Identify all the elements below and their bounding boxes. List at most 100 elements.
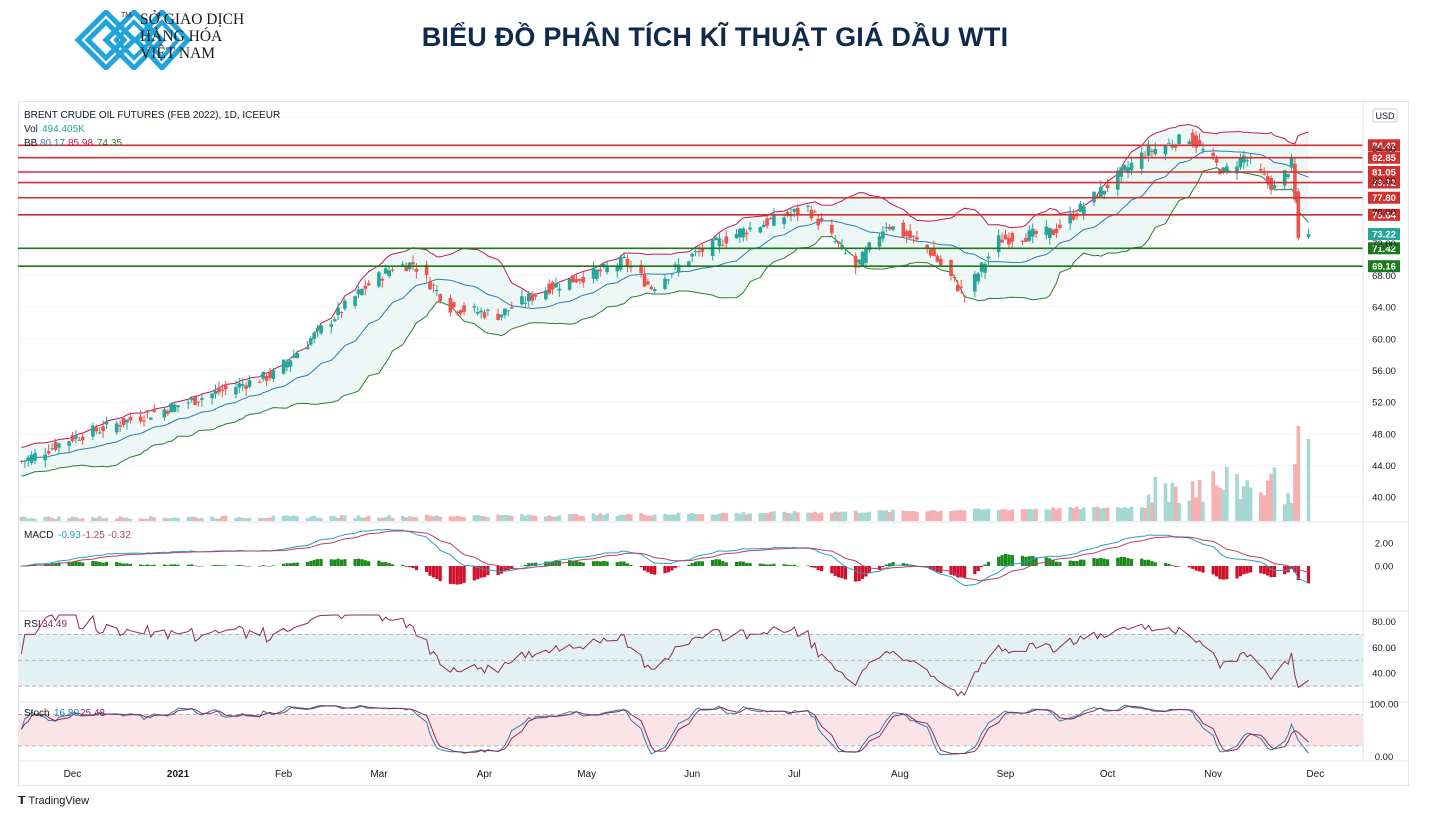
macd-histogram-bar: [1020, 555, 1025, 566]
volume-bar: [104, 518, 109, 521]
candle-body: [46, 451, 51, 454]
price-tick: 40.00: [1372, 493, 1396, 504]
candle-body: [792, 209, 797, 212]
volume-bar: [833, 511, 837, 521]
macd-histogram-bar: [401, 564, 405, 566]
candle: [189, 395, 194, 403]
candle: [578, 278, 582, 285]
level-tag: [1368, 260, 1400, 273]
candle-body: [438, 294, 442, 302]
candle: [915, 230, 919, 242]
candle-body: [1030, 228, 1035, 237]
macd-histogram-bar: [91, 561, 95, 566]
macd-histogram-bar: [77, 561, 81, 566]
candle: [1034, 229, 1038, 239]
candle-body: [544, 290, 548, 300]
volume-bar: [312, 515, 316, 521]
tradingview-brand[interactable]: 𝗧 TradingView: [18, 794, 89, 807]
macd-histogram-bar: [268, 566, 272, 567]
macd-label: MACD: [24, 530, 53, 541]
macd-histogram-bar: [741, 561, 745, 566]
candle-body: [1211, 152, 1215, 156]
macd-histogram-bar: [196, 566, 201, 567]
volume-bar: [332, 516, 337, 521]
candle-body: [649, 286, 654, 290]
candle: [646, 278, 650, 286]
candle-body: [428, 281, 432, 290]
macd-histogram-bar: [642, 566, 647, 571]
candle-body: [1068, 213, 1072, 224]
macd-histogram-bar: [1034, 557, 1038, 566]
volume-bar: [819, 512, 824, 521]
bb-basis-value: 80.17: [40, 138, 65, 149]
macd-histogram-bar: [333, 559, 337, 566]
candle-body: [1177, 134, 1181, 144]
candle: [458, 309, 463, 317]
macd-histogram-bar: [1095, 558, 1099, 566]
candle: [748, 222, 752, 232]
volume-bar: [53, 518, 58, 521]
rsi-tick: 60.00: [1372, 643, 1396, 654]
macd-histogram-bar: [809, 566, 813, 568]
candle: [758, 226, 763, 234]
macd-histogram-bar: [139, 564, 143, 566]
macd-histogram-bar: [104, 561, 109, 566]
macd-histogram-bar: [1221, 566, 1225, 580]
candle-body: [1306, 234, 1311, 238]
volume-bar: [792, 511, 797, 521]
candle-body: [881, 231, 885, 239]
macd-histogram-bar: [714, 559, 718, 566]
volume-bar: [503, 515, 507, 521]
volume-bar: [407, 516, 412, 521]
candle-body: [976, 273, 980, 282]
candle-body: [479, 310, 483, 313]
candle-body: [666, 279, 671, 281]
candle-body: [336, 307, 340, 315]
macd-histogram-bar: [697, 561, 701, 566]
macd-histogram-bar: [673, 566, 677, 568]
candle: [1197, 133, 1202, 147]
level-tag: [1368, 191, 1400, 204]
candle-body: [625, 258, 630, 267]
volume-bar: [598, 513, 603, 521]
candle: [234, 380, 238, 399]
candle: [1027, 225, 1032, 243]
candle: [118, 420, 122, 432]
candle-body: [1010, 233, 1015, 242]
currency-label: USD: [1375, 111, 1395, 121]
volume-bar: [200, 517, 204, 521]
price-axis: 88.0084.0080.0076.0072.0068.0064.0060.00…: [1372, 112, 1396, 503]
candle: [271, 367, 276, 383]
macd-histogram-bar: [1262, 566, 1266, 575]
macd-histogram-bar: [452, 566, 456, 585]
macd-histogram-bar: [574, 561, 578, 566]
candle: [295, 350, 299, 359]
candle-body: [615, 265, 620, 272]
candle-body: [285, 361, 289, 368]
volume-bar: [210, 516, 214, 521]
macd-histogram-bar: [1078, 559, 1082, 566]
price-tick: 44.00: [1372, 461, 1396, 472]
macd-histogram-bar: [115, 562, 119, 566]
rsi-value: 34.49: [42, 619, 67, 630]
candle-body: [223, 385, 228, 390]
volume-bar: [1058, 508, 1062, 521]
macd-histogram-bar: [404, 566, 408, 567]
rsi-pane: [18, 614, 1363, 697]
macd-histogram-bar: [1218, 566, 1222, 580]
macd-histogram-bar: [128, 563, 132, 566]
level-label: 82.85: [1372, 153, 1396, 164]
volume-bar: [761, 513, 766, 521]
macd-tick: 2.00: [1375, 539, 1394, 550]
macd-histogram-bar: [1102, 558, 1106, 566]
macd-histogram-bar: [319, 558, 323, 566]
candle-body: [53, 441, 58, 450]
tradingview-text: TradingView: [28, 795, 90, 807]
candle-body: [860, 251, 865, 267]
volume-bar: [901, 510, 906, 521]
volume-bar: [741, 512, 746, 521]
macd-histogram-bar: [459, 566, 463, 585]
stoch-band: [18, 714, 1363, 746]
bb-lower-line: [21, 167, 1309, 477]
